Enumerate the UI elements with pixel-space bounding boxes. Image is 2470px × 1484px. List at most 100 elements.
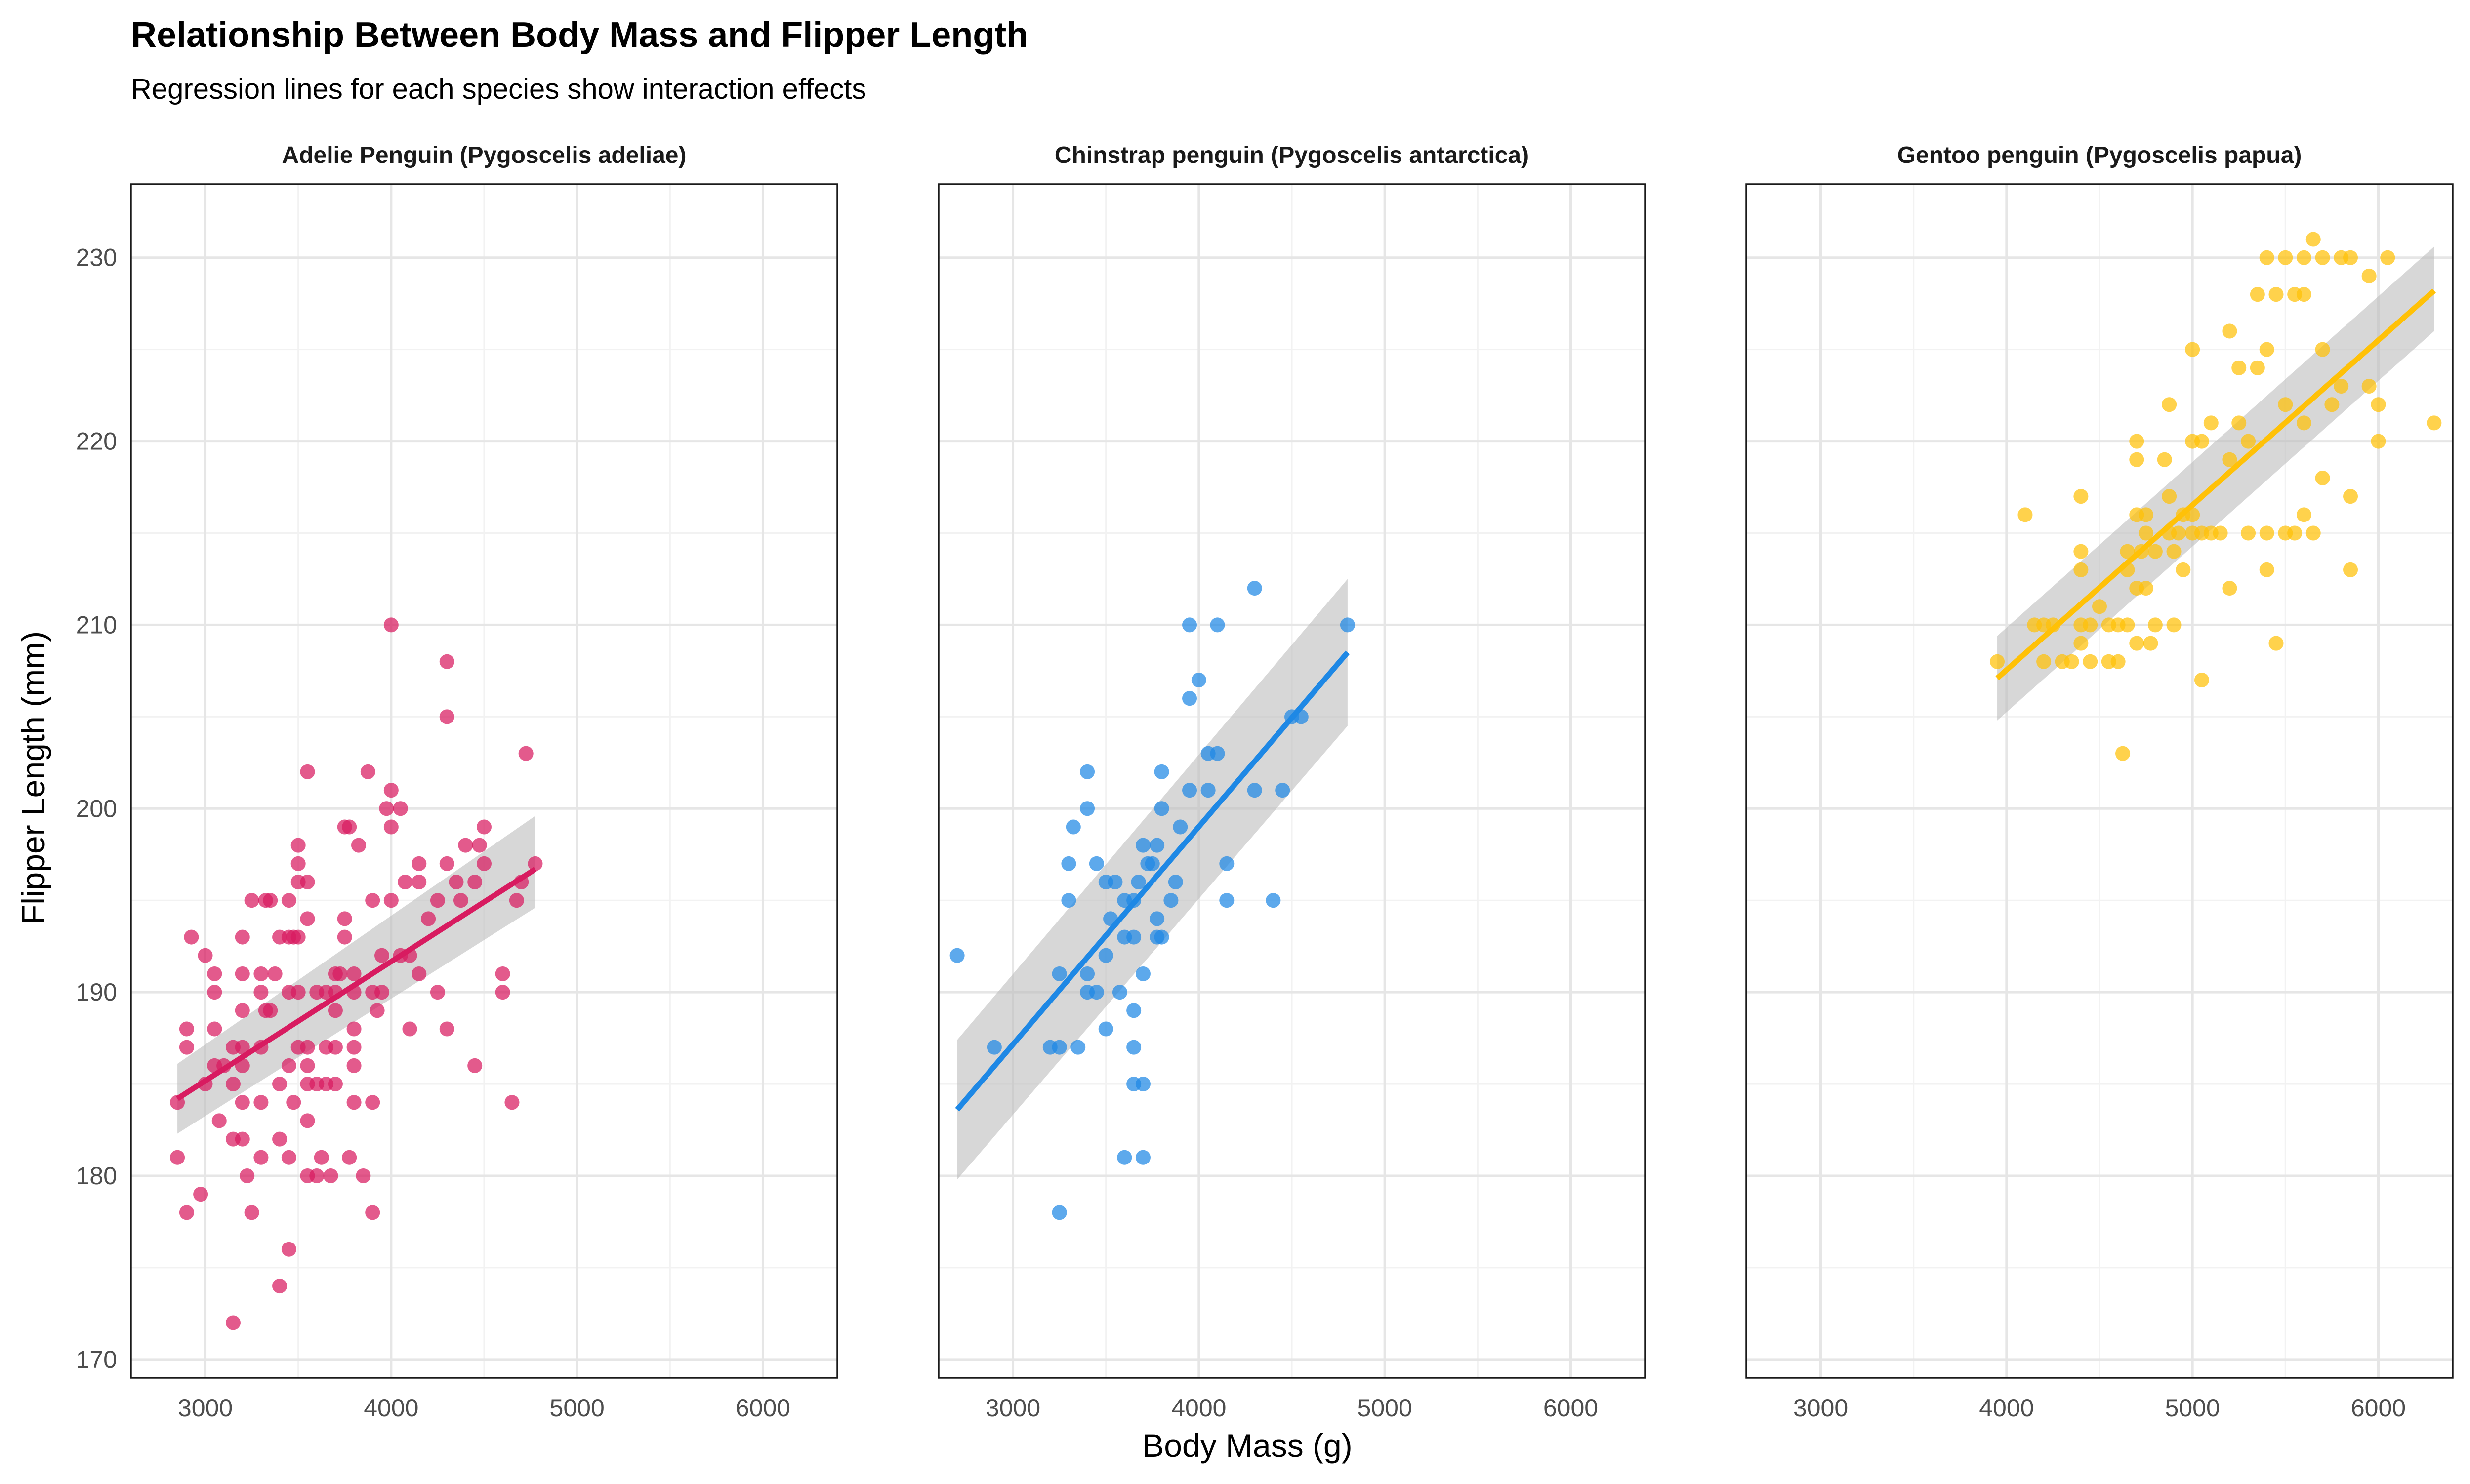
data-point xyxy=(253,1095,269,1110)
data-point xyxy=(207,1021,222,1037)
data-point xyxy=(272,1077,288,1092)
data-point xyxy=(1061,856,1076,871)
data-point xyxy=(412,966,427,981)
data-point xyxy=(467,1058,483,1073)
data-point xyxy=(1080,764,1095,779)
data-point xyxy=(346,1021,362,1037)
data-point xyxy=(170,1150,185,1165)
data-point xyxy=(1108,875,1123,890)
data-point xyxy=(207,966,222,981)
facet-strip-label: Chinstrap penguin (Pygoscelis antarctica… xyxy=(1055,142,1529,168)
data-point xyxy=(2324,397,2340,412)
facet-strip-label: Adelie Penguin (Pygoscelis adeliae) xyxy=(282,142,687,168)
data-point xyxy=(383,819,399,835)
data-point xyxy=(365,1095,380,1110)
data-point xyxy=(2129,452,2144,467)
data-point xyxy=(263,1003,278,1018)
data-point xyxy=(281,1242,296,1257)
data-point xyxy=(1266,893,1281,908)
data-point xyxy=(1182,617,1197,633)
data-point xyxy=(383,617,399,633)
data-point xyxy=(1126,929,1142,945)
data-point xyxy=(193,1187,208,1202)
chart-subtitle: Regression lines for each species show i… xyxy=(131,73,866,105)
data-point xyxy=(1052,1205,1067,1220)
data-point xyxy=(2250,360,2265,375)
data-point xyxy=(2036,654,2052,669)
data-point xyxy=(439,1021,454,1037)
data-point xyxy=(458,838,473,853)
data-point xyxy=(2073,562,2089,577)
data-point xyxy=(1135,966,1151,981)
data-point xyxy=(2427,415,2442,431)
data-point xyxy=(2143,636,2158,651)
data-point xyxy=(346,1095,362,1110)
data-point xyxy=(472,838,487,853)
data-point xyxy=(2343,562,2358,577)
data-point xyxy=(2120,544,2135,559)
data-point xyxy=(2231,415,2247,431)
data-point xyxy=(412,875,427,890)
data-point xyxy=(323,1168,338,1183)
data-point xyxy=(439,654,454,669)
y-tick-label: 200 xyxy=(76,795,117,822)
data-point xyxy=(2162,489,2177,504)
data-point xyxy=(467,875,483,890)
data-point xyxy=(1219,856,1235,871)
data-point xyxy=(383,893,399,908)
data-point xyxy=(300,1040,315,1055)
data-point xyxy=(1126,1040,1142,1055)
data-point xyxy=(2064,654,2079,669)
data-point xyxy=(2315,250,2330,265)
data-point xyxy=(281,893,296,908)
data-point xyxy=(2296,415,2311,431)
data-point xyxy=(286,1095,301,1110)
data-point xyxy=(300,875,315,890)
data-point xyxy=(1154,929,1169,945)
data-point xyxy=(300,1058,315,1073)
data-point xyxy=(2361,379,2377,394)
data-point xyxy=(328,1077,343,1092)
data-point xyxy=(477,819,492,835)
data-point xyxy=(2166,617,2182,633)
data-point xyxy=(2305,232,2321,247)
data-point xyxy=(2120,617,2135,633)
data-point xyxy=(337,929,352,945)
data-point xyxy=(1182,691,1197,706)
x-tick-label: 4000 xyxy=(364,1394,418,1422)
data-point xyxy=(2259,525,2274,541)
data-point xyxy=(1163,893,1179,908)
data-point xyxy=(179,1021,194,1037)
data-point xyxy=(1990,654,2005,669)
data-point xyxy=(1247,581,1262,596)
data-point xyxy=(300,764,315,779)
data-point xyxy=(1126,1003,1142,1018)
data-point xyxy=(2296,287,2311,302)
data-point xyxy=(430,985,445,1000)
data-point xyxy=(342,1150,357,1165)
data-point xyxy=(2296,507,2311,522)
x-axis-title: Body Mass (g) xyxy=(1142,1427,1352,1464)
x-tick-label: 3000 xyxy=(1793,1394,1848,1422)
data-point xyxy=(2129,636,2144,651)
data-point xyxy=(393,801,408,816)
data-point xyxy=(1210,746,1225,761)
data-point xyxy=(1275,783,1290,798)
regression-line xyxy=(1995,288,2436,681)
data-point xyxy=(518,746,534,761)
data-point xyxy=(1191,672,1206,687)
regression-line xyxy=(176,867,537,1101)
data-point xyxy=(244,893,259,908)
data-point xyxy=(2213,525,2228,541)
data-point xyxy=(244,1205,259,1220)
data-point xyxy=(328,1003,343,1018)
data-point xyxy=(374,985,390,1000)
data-point xyxy=(309,1168,325,1183)
data-point xyxy=(2073,544,2089,559)
data-point xyxy=(2250,287,2265,302)
data-point xyxy=(439,709,454,724)
data-point xyxy=(253,966,269,981)
data-point xyxy=(370,1003,385,1018)
data-point xyxy=(300,1113,315,1128)
